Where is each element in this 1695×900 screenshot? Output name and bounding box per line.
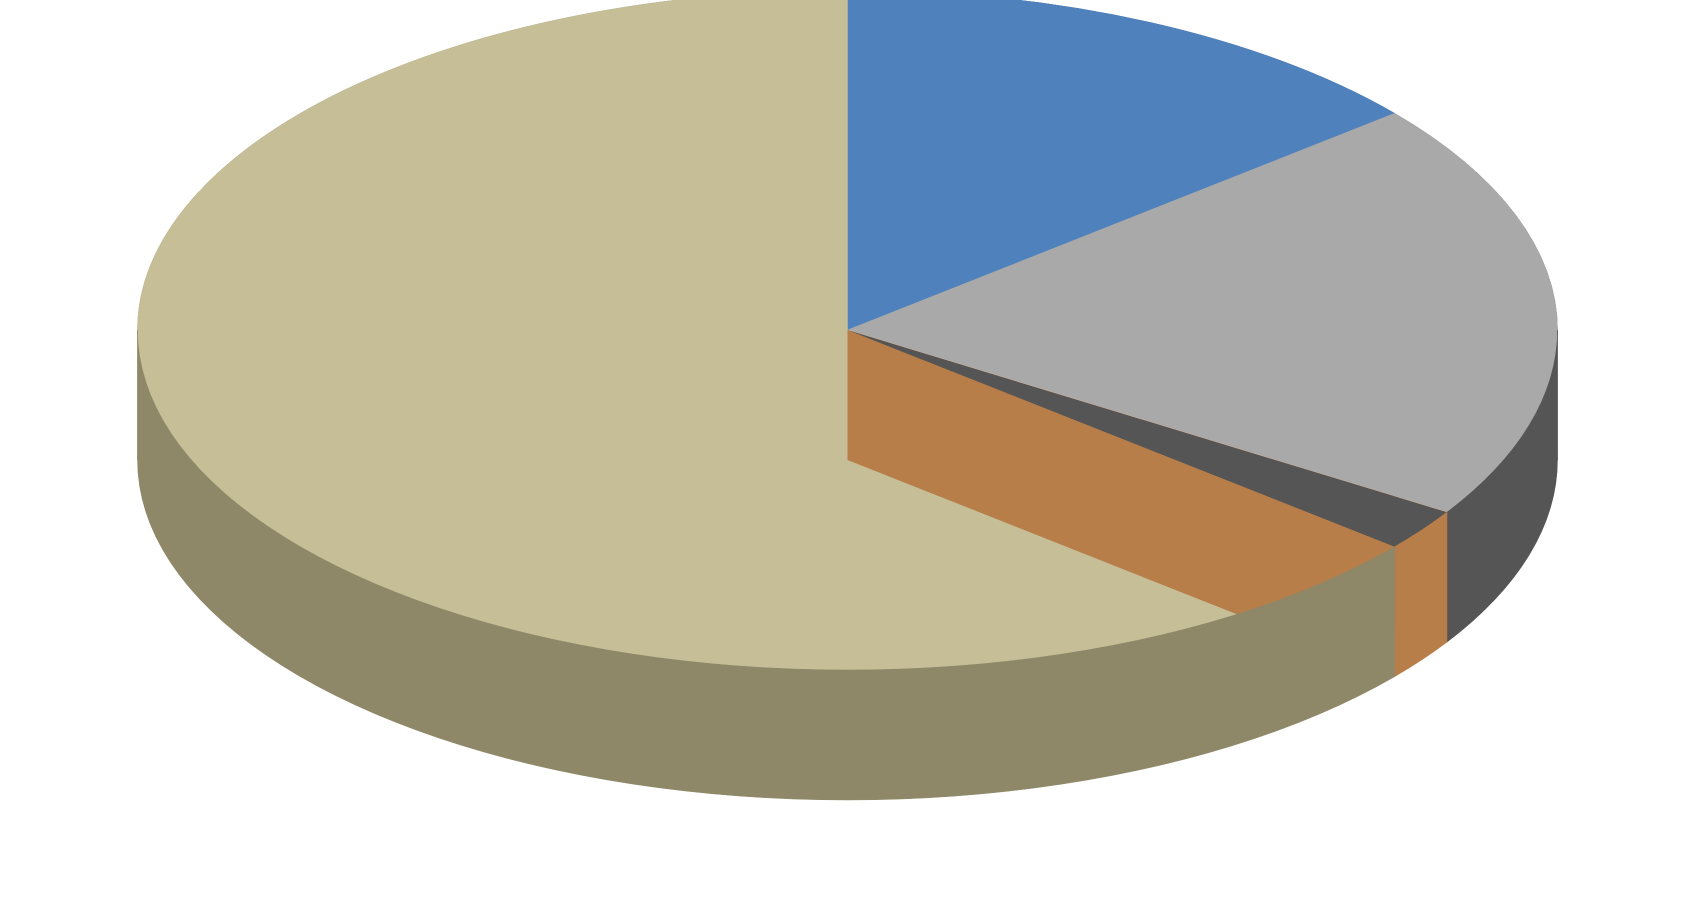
pie-slice-top <box>138 0 848 330</box>
pie-svg <box>0 0 1695 900</box>
pie-chart-3d <box>0 0 1695 900</box>
